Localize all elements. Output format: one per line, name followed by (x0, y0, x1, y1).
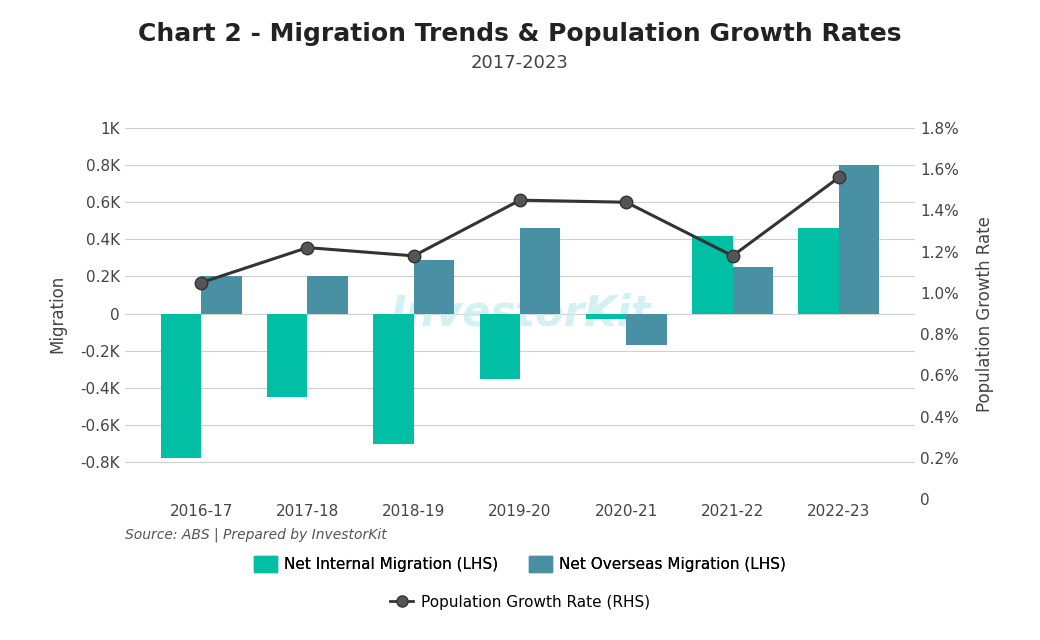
Bar (308, 276, 347, 314)
Text: InvestorKit: InvestorKit (390, 292, 650, 335)
Bar (373, 314, 414, 444)
Bar (201, 276, 241, 314)
Legend: Net Internal Migration (LHS), Net Overseas Migration (LHS): Net Internal Migration (LHS), Net Overse… (248, 550, 792, 578)
Bar (799, 228, 839, 314)
Bar (414, 260, 454, 314)
Bar (161, 314, 201, 458)
Bar (839, 165, 879, 314)
Text: Source: ABS | Prepared by InvestorKit: Source: ABS | Prepared by InvestorKit (125, 528, 387, 543)
Bar (479, 314, 520, 378)
Bar (626, 314, 667, 345)
Bar (520, 228, 561, 314)
Text: Chart 2 - Migration Trends & Population Growth Rates: Chart 2 - Migration Trends & Population … (138, 22, 902, 46)
Bar (693, 236, 732, 314)
Bar (586, 314, 626, 319)
Y-axis label: Population Growth Rate: Population Growth Rate (976, 216, 993, 412)
Y-axis label: Migration: Migration (48, 275, 67, 353)
Bar (732, 268, 773, 314)
Legend: Population Growth Rate (RHS): Population Growth Rate (RHS) (384, 588, 656, 616)
Bar (267, 314, 308, 397)
Text: 2017-2023: 2017-2023 (471, 54, 569, 72)
